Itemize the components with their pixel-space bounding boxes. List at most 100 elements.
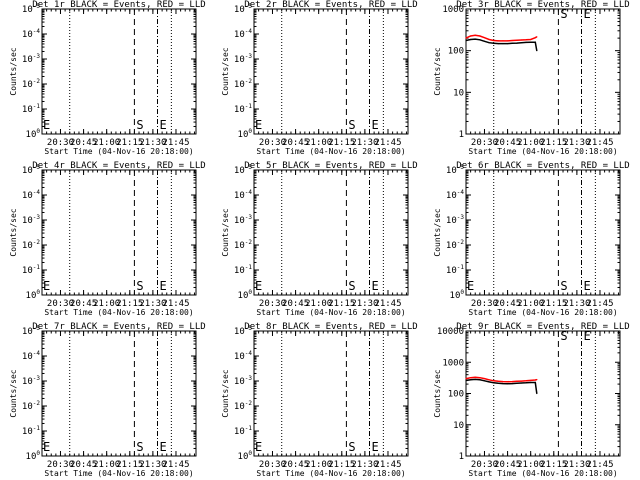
x-tick-label: 21:15 — [540, 299, 567, 309]
x-tick-label: 20:30 — [47, 138, 74, 148]
data-point — [483, 40, 486, 42]
x-tick-label: 21:15 — [116, 299, 143, 309]
y-tick-label: 1000 — [442, 358, 464, 368]
x-tick-label: 20:45 — [282, 460, 309, 470]
data-point — [536, 379, 538, 381]
data-point — [488, 379, 490, 381]
x-tick-label: 21:45 — [374, 138, 401, 148]
y-tick-label: 10-3 — [234, 53, 252, 65]
marker-label: E — [372, 440, 379, 454]
x-tick-label: 21:45 — [162, 460, 189, 470]
x-tick-label: 21:45 — [162, 299, 189, 309]
data-point — [465, 37, 467, 39]
y-tick-label: 100 — [448, 390, 464, 400]
x-tick-label: 21:15 — [116, 138, 143, 148]
y-tick-label: 100 — [26, 128, 41, 140]
marker-label: E — [43, 440, 50, 454]
x-tick-label: 20:45 — [70, 460, 97, 470]
y-tick-label: 10-1 — [22, 425, 40, 437]
y-tick-label: 10-4 — [234, 189, 252, 201]
x-tick-label: 21:45 — [162, 138, 189, 148]
y-tick-label: 1 — [459, 452, 464, 462]
data-point — [516, 42, 518, 44]
x-tick-label: 21:00 — [305, 138, 332, 148]
y-tick-label: 10-2 — [234, 239, 252, 251]
x-tick-label: 21:00 — [93, 138, 120, 148]
data-point — [474, 376, 476, 378]
y-axis-label: Counts/sec — [221, 369, 230, 417]
x-tick-label: 21:15 — [540, 138, 567, 148]
data-point — [497, 382, 499, 384]
y-tick-label: 10-5 — [234, 164, 252, 176]
marker-label: E — [584, 7, 591, 21]
x-tick-label: 21:15 — [328, 138, 355, 148]
data-point — [506, 40, 509, 42]
data-point — [474, 378, 476, 381]
data-point — [516, 382, 518, 384]
data-point — [511, 381, 513, 383]
panel-title: Det 5r BLACK = Events, RED = LLD — [244, 161, 417, 171]
y-tick-label: 10-2 — [446, 239, 464, 251]
x-tick-label: 20:30 — [259, 299, 286, 309]
y-axis-label: Counts/sec — [433, 369, 442, 417]
marker-label: E — [160, 279, 167, 293]
x-tick-label: 21:45 — [374, 299, 401, 309]
panel-title: Det 4r BLACK = Events, RED = LLD — [32, 161, 205, 171]
x-tick-label: 21:45 — [586, 299, 613, 309]
y-tick-label: 10-3 — [234, 375, 252, 387]
marker-label: S — [348, 440, 355, 454]
data-point — [520, 382, 523, 384]
marker-label: E — [372, 118, 379, 132]
x-axis-label: Start Time (04-Nov-16 20:18:00) — [468, 147, 617, 156]
data-point — [530, 379, 532, 382]
y-tick-label: 10-2 — [22, 239, 40, 251]
data-point — [493, 39, 495, 42]
y-axis-label: Counts/sec — [9, 47, 18, 95]
data-point — [479, 39, 481, 41]
data-point — [511, 42, 513, 44]
data-point — [479, 35, 481, 37]
data-point — [470, 379, 472, 381]
y-axis-label: Counts/sec — [221, 208, 230, 256]
data-point — [502, 42, 504, 45]
data-point — [502, 40, 504, 42]
x-axis-label: Start Time (04-Nov-16 20:18:00) — [256, 308, 405, 317]
y-tick-label: 100 — [450, 289, 465, 301]
data-point — [497, 380, 499, 382]
y-axis-label: Counts/sec — [9, 208, 18, 256]
data-point — [520, 42, 523, 44]
data-point — [502, 381, 504, 383]
data-point — [520, 39, 523, 41]
x-tick-label: 20:45 — [282, 138, 309, 148]
plot-frame — [253, 169, 409, 296]
y-tick-label: 10-1 — [446, 264, 464, 276]
y-tick-label: 100 — [26, 289, 41, 301]
data-point — [493, 382, 495, 384]
x-axis-label: Start Time (04-Nov-16 20:18:00) — [468, 308, 617, 317]
data-point — [525, 380, 527, 382]
y-tick-label: 10-1 — [234, 103, 252, 115]
plot-panel-2r: Det 2r BLACK = Events, RED = LLD 100 10-1 1… — [221, 0, 418, 156]
plot-frame — [465, 8, 621, 135]
y-axis-label: Counts/sec — [9, 369, 18, 417]
y-tick-label: 10-2 — [234, 400, 252, 412]
data-point — [497, 40, 499, 42]
x-tick-label: 21:00 — [305, 299, 332, 309]
data-point — [506, 42, 509, 45]
data-point — [530, 381, 532, 384]
x-tick-label: 20:30 — [259, 138, 286, 148]
x-tick-label: 20:45 — [494, 460, 521, 470]
x-tick-label: 21:00 — [517, 299, 544, 309]
data-point — [534, 381, 536, 384]
plot-panel-3r: Det 3r BLACK = Events, RED = LLD 1 10 100 10… — [433, 0, 630, 156]
x-tick-label: 21:45 — [586, 460, 613, 470]
data-point — [493, 42, 495, 44]
y-tick-label: 10-2 — [234, 78, 252, 90]
x-tick-label: 21:15 — [328, 460, 355, 470]
y-tick-label: 10-3 — [234, 214, 252, 226]
y-tick-label: 100 — [238, 289, 253, 301]
data-point — [534, 37, 536, 39]
y-tick-label: 10-1 — [234, 425, 252, 437]
y-tick-label: 10-3 — [22, 214, 40, 226]
